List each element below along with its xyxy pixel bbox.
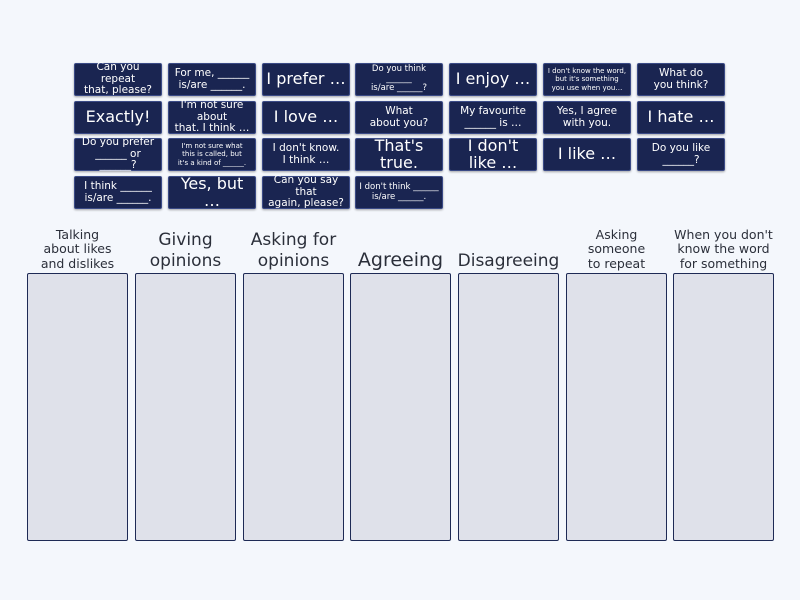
answer-card[interactable]: What do you think? <box>637 63 725 96</box>
answer-card[interactable]: I don't know the word, but it's somethin… <box>543 63 631 96</box>
answer-card[interactable]: I'm not sure about that. I think … <box>168 99 256 134</box>
answer-card[interactable]: Can you say that again, please? <box>262 174 350 209</box>
answer-card[interactable]: I enjoy … <box>449 63 537 96</box>
drop-area[interactable] <box>243 273 344 541</box>
sorting-zones: Talking about likes and dislikes Giving o… <box>0 215 800 600</box>
category-title: Giving opinions <box>149 230 222 271</box>
category-title: Asking someone to repeat <box>587 226 646 271</box>
drop-area[interactable] <box>350 273 451 541</box>
answer-card[interactable]: I don't know. I think … <box>262 138 350 171</box>
answer-card[interactable]: I don't like … <box>449 137 537 171</box>
answer-card[interactable]: What about you? <box>355 101 443 134</box>
answer-card[interactable]: Yes, but … <box>168 175 256 209</box>
category-title: Disagreeing <box>457 251 560 272</box>
answer-card[interactable]: I hate … <box>637 101 725 134</box>
answer-card[interactable]: I don't think ______ is/are ______. <box>355 176 443 209</box>
category-title: Asking for opinions <box>250 230 337 271</box>
drop-area[interactable] <box>135 273 236 541</box>
answer-card[interactable]: Do you prefer ______ or ______? <box>74 136 162 171</box>
category-title: Talking about likes and dislikes <box>40 226 115 271</box>
drop-area[interactable] <box>673 273 774 541</box>
drop-area[interactable] <box>566 273 667 541</box>
answer-card[interactable]: Do you think ______ is/are ______? <box>355 63 443 96</box>
answer-card[interactable]: Can you repeat that, please? <box>74 61 162 96</box>
answer-card[interactable]: Yes, I agree with you. <box>543 101 631 134</box>
answer-card[interactable]: Do you like ______? <box>637 138 725 171</box>
answer-card[interactable]: I think ______ is/are ______. <box>74 176 162 209</box>
answer-card[interactable]: For me, ______ is/are ______. <box>168 63 256 96</box>
answer-card[interactable]: I prefer … <box>262 63 350 96</box>
category-title: Agreeing <box>357 249 444 272</box>
answer-card[interactable]: I'm not sure what this is called, but it… <box>168 138 256 171</box>
drop-area[interactable] <box>27 273 128 541</box>
answer-card[interactable]: My favourite ______ is … <box>449 101 537 134</box>
answer-card[interactable]: Exactly! <box>74 101 162 134</box>
drop-area[interactable] <box>458 273 559 541</box>
answer-card[interactable]: I love … <box>262 101 350 134</box>
category-title: When you don't know the word for somethi… <box>674 226 773 271</box>
answer-card[interactable]: I like … <box>543 138 631 171</box>
answer-card-bank: Can you repeat that, please? For me, ____… <box>0 0 800 215</box>
answer-card[interactable]: That's true. <box>355 137 443 171</box>
